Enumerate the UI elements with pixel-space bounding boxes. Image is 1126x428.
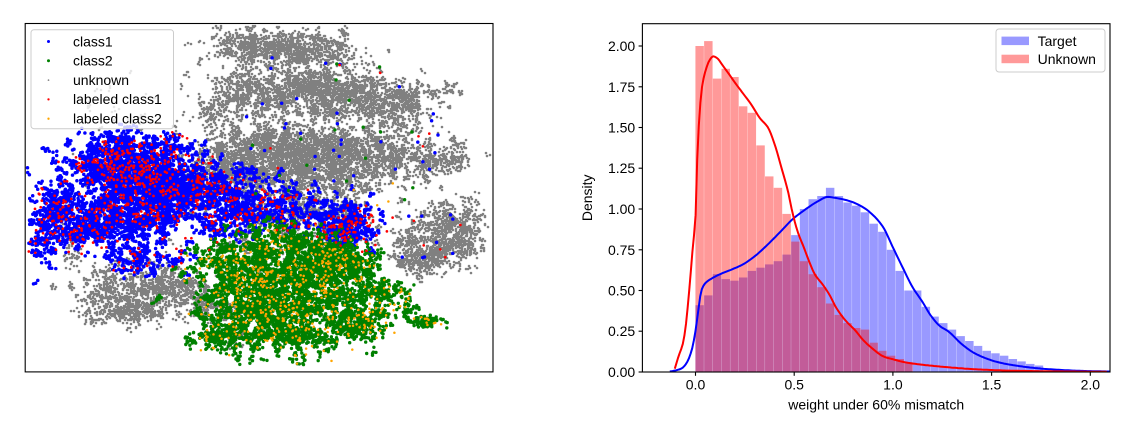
svg-text:0.50: 0.50 — [608, 283, 635, 299]
svg-text:class2: class2 — [73, 53, 113, 69]
svg-text:unknown: unknown — [73, 72, 129, 88]
svg-text:2.0: 2.0 — [1081, 377, 1101, 393]
svg-text:class1: class1 — [73, 33, 113, 49]
svg-text:1.0: 1.0 — [883, 377, 903, 393]
svg-text:0.25: 0.25 — [608, 323, 635, 339]
svg-text:1.5: 1.5 — [982, 377, 1002, 393]
svg-text:labeled class1: labeled class1 — [73, 91, 162, 107]
svg-text:Density: Density — [579, 174, 595, 221]
svg-text:0.0: 0.0 — [686, 377, 706, 393]
svg-text:weight under 60% mismatch: weight under 60% mismatch — [787, 397, 964, 413]
svg-text:2.00: 2.00 — [608, 38, 635, 54]
svg-text:1.75: 1.75 — [608, 79, 635, 95]
svg-text:Target: Target — [1038, 33, 1077, 49]
svg-text:1.25: 1.25 — [608, 160, 635, 176]
svg-text:Unknown: Unknown — [1038, 51, 1096, 67]
svg-text:labeled class2: labeled class2 — [73, 111, 162, 127]
svg-text:1.00: 1.00 — [608, 201, 635, 217]
svg-text:1.50: 1.50 — [608, 120, 635, 136]
svg-text:0.00: 0.00 — [608, 364, 635, 380]
svg-text:0.75: 0.75 — [608, 242, 635, 258]
svg-text:0.5: 0.5 — [784, 377, 804, 393]
